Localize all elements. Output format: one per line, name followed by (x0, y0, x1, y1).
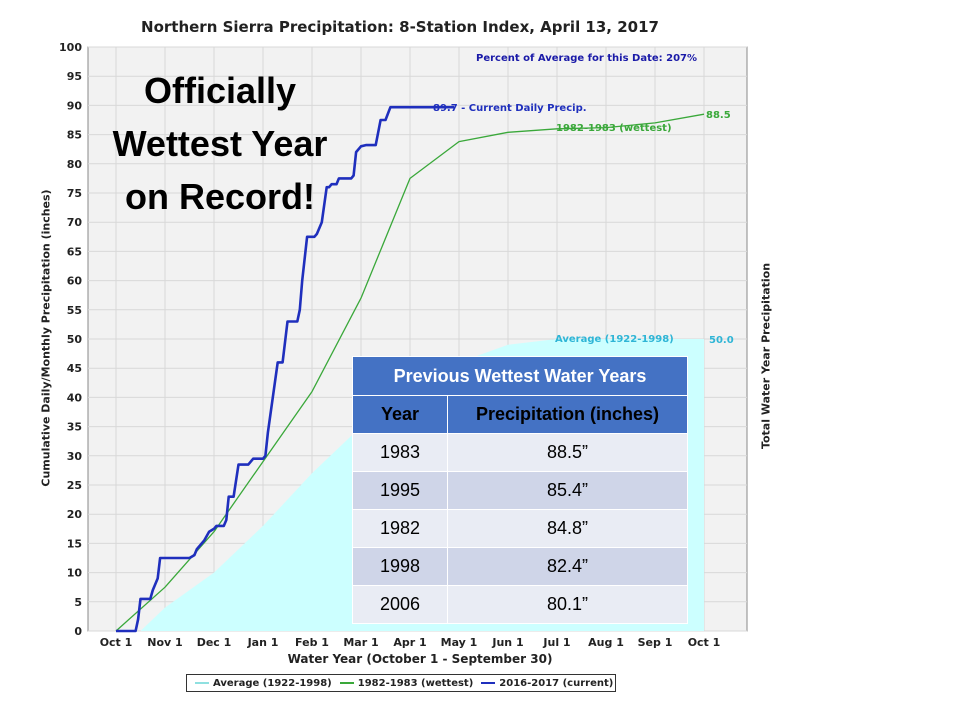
table-caption: Previous Wettest Water Years (352, 356, 688, 396)
chart-title: Northern Sierra Precipitation: 8-Station… (141, 18, 659, 36)
x-tick-label: Jan 1 (247, 636, 279, 649)
x-tick-label: Oct 1 (100, 636, 133, 649)
year-cell: 2006 (352, 585, 448, 624)
x-tick-label: Sep 1 (638, 636, 673, 649)
x-tick-label: Mar 1 (343, 636, 378, 649)
column-header-precipitation: Precipitation (inches) (447, 395, 688, 434)
y-tick-label: 45 (67, 362, 82, 375)
y-tick-label: 90 (67, 99, 83, 112)
y-tick-label: 30 (67, 450, 83, 463)
table-row: 2006 80.1” (352, 585, 688, 624)
headline: Officially Wettest Year on Record! (100, 64, 340, 223)
table-row: 1995 85.4” (352, 471, 688, 510)
x-tick-label: Apr 1 (393, 636, 426, 649)
wettest-series-label: 1982-1983 (wettest) (556, 123, 672, 134)
headline-line-2: Wettest Year (112, 123, 328, 164)
y-tick-label: 5 (74, 596, 82, 609)
y-tick-label: 60 (67, 275, 83, 288)
legend-label-current: 2016-2017 (current) (499, 677, 614, 689)
wettest-end-value: 88.5 (706, 110, 731, 121)
legend-swatch-average (195, 682, 209, 684)
year-cell: 1982 (352, 509, 448, 548)
legend-label-average: Average (1922-1998) (213, 677, 332, 689)
table-row: 1983 88.5” (352, 433, 688, 472)
x-tick-label: Jul 1 (542, 636, 570, 649)
year-cell: 1998 (352, 547, 448, 586)
y-tick-label: 55 (67, 304, 82, 317)
y-tick-label: 0 (74, 625, 82, 638)
column-header-year: Year (352, 395, 448, 434)
year-cell: 1995 (352, 471, 448, 510)
precip-cell: 82.4” (447, 547, 688, 586)
x-tick-label: Oct 1 (688, 636, 721, 649)
precip-cell: 84.8” (447, 509, 688, 548)
legend-swatch-current (481, 682, 496, 684)
y-tick-label: 75 (67, 187, 82, 200)
y-tick-label: 10 (67, 567, 83, 580)
current-series-label: 89.7 - Current Daily Precip. (433, 103, 587, 114)
x-tick-label: Aug 1 (588, 636, 624, 649)
series-current-line (116, 105, 455, 633)
secondary-y-axis-label: Total Water Year Precipitation (759, 262, 773, 450)
percent-of-average-note: Percent of Average for this Date: 207% (476, 53, 698, 64)
x-tick-label: Dec 1 (197, 636, 232, 649)
precip-cell: 88.5” (447, 433, 688, 472)
y-tick-label: 100 (59, 41, 82, 54)
precip-cell: 85.4” (447, 471, 688, 510)
headline-line-1: Officially (143, 70, 297, 111)
y-tick-label: 50 (67, 333, 83, 346)
x-tick-label: Jun 1 (491, 636, 523, 649)
y-tick-label: 15 (67, 537, 82, 550)
y-tick-label: 35 (67, 421, 82, 434)
average-series-label: Average (1922-1998) (555, 334, 674, 345)
y-tick-label: 65 (67, 245, 82, 258)
legend-item-wettest: 1982-1983 (wettest) (339, 677, 474, 689)
y-tick-label: 25 (67, 479, 82, 492)
table-row: 1982 84.8” (352, 509, 688, 548)
wettest-years-table: Previous Wettest Water Years Year Precip… (352, 356, 688, 624)
x-tick-label: May 1 (441, 636, 478, 649)
year-cell: 1983 (352, 433, 448, 472)
x-tick-label: Feb 1 (295, 636, 329, 649)
headline-line-3: on Record! (124, 176, 315, 217)
precip-cell: 80.1” (447, 585, 688, 624)
legend-label-wettest: 1982-1983 (wettest) (357, 677, 474, 689)
y-tick-label: 95 (67, 70, 82, 83)
y-tick-label: 20 (67, 508, 83, 521)
average-end-value: 50.0 (709, 335, 734, 346)
y-tick-label: 85 (67, 129, 82, 142)
series-wettest-line (115, 113, 705, 632)
chart-legend: Average (1922-1998) 1982-1983 (wettest) … (186, 674, 616, 692)
legend-item-current: 2016-2017 (current) (481, 678, 613, 689)
legend-item-average: Average (1922-1998) (195, 678, 332, 689)
y-tick-label: 70 (67, 216, 83, 229)
y-tick-label: 40 (67, 391, 83, 404)
legend-swatch-wettest (339, 682, 354, 684)
table-row: 1998 82.4” (352, 547, 688, 586)
y-axis-label: Cumulative Daily/Monthly Precipitation (… (39, 189, 53, 487)
x-tick-label: Nov 1 (147, 636, 182, 649)
x-axis-label: Water Year (October 1 - September 30) (287, 652, 553, 666)
y-tick-label: 80 (67, 158, 83, 171)
